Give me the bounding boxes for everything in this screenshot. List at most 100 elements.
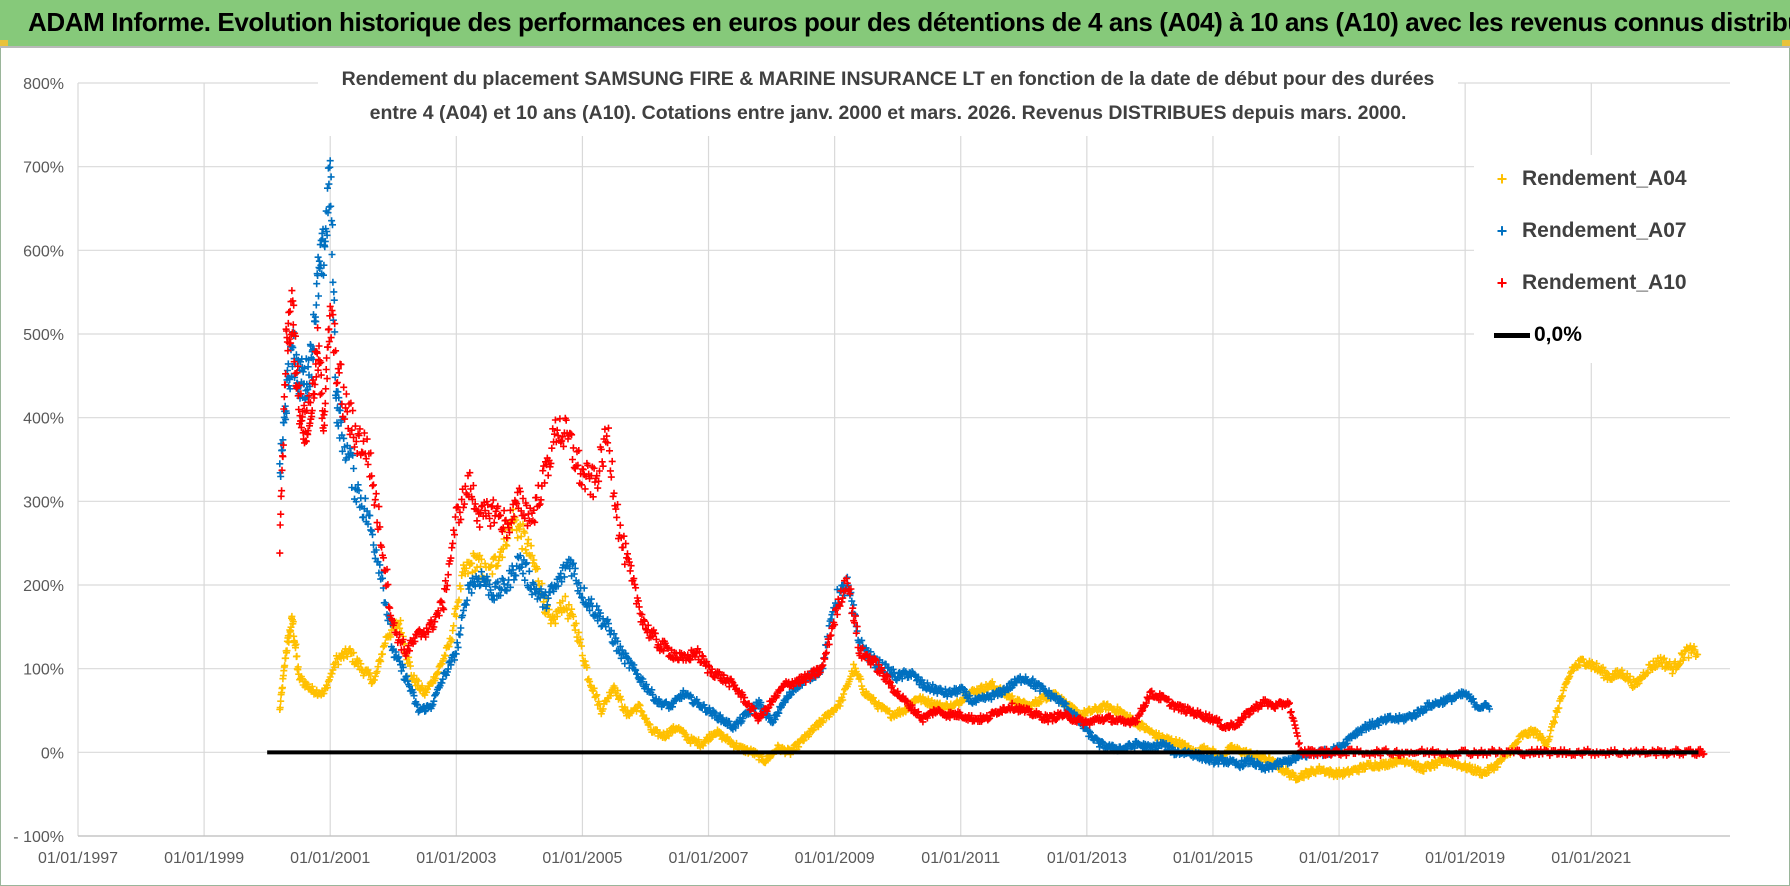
data-point [462,601,470,609]
data-point [620,532,628,540]
data-point [839,696,847,704]
data-point [1546,733,1554,741]
data-point [423,624,431,632]
data-point [660,647,667,655]
data-point [575,579,583,587]
data-point [597,445,605,453]
data-point [323,375,331,383]
data-point [660,729,667,737]
data-point [871,655,879,663]
data-point [1145,695,1153,703]
data-point [494,578,502,586]
data-point [449,627,457,634]
data-point [485,510,493,517]
data-point [437,597,445,605]
data-point [536,500,544,508]
data-point [537,496,545,504]
data-point [1142,699,1150,707]
data-point [445,643,453,651]
data-point [486,580,494,588]
data-point [621,560,629,568]
data-point [324,684,331,692]
data-point [355,487,363,495]
data-point [315,292,322,300]
data-point [515,484,523,492]
data-point [522,560,530,568]
data-point [604,439,612,447]
data-point [1551,713,1559,721]
data-point [627,562,635,570]
data-point [546,589,554,596]
data-point [632,666,640,674]
data-point [448,544,456,552]
data-point [282,654,290,662]
data-point [624,550,631,558]
data-point [406,662,414,670]
y-tick-label: 400% [23,411,64,428]
data-point [302,437,310,445]
data-point [541,608,549,616]
data-point [312,373,320,381]
data-point [300,402,308,409]
data-point [911,671,919,678]
x-tick-label: 01/01/2015 [1173,850,1253,867]
data-point [838,598,846,606]
data-point [320,261,328,269]
data-point [481,560,489,568]
data-point [506,528,513,536]
data-point [442,586,450,593]
data-point [484,501,492,509]
data-point [519,570,527,578]
data-point [418,682,426,690]
data-point [280,405,288,413]
data-point [1029,675,1037,683]
data-point [822,650,830,658]
data-point [543,601,551,609]
data-point [277,697,285,705]
data-point [840,690,848,698]
data-point [1694,651,1702,658]
data-point [847,585,855,593]
data-point [528,591,536,598]
data-point [562,416,570,424]
data-point [1566,672,1574,680]
data-point [498,528,506,535]
data-point [663,643,671,651]
data-point [454,643,462,651]
data-point [612,505,620,513]
data-point [669,703,676,711]
data-point [292,640,300,648]
data-point [502,541,510,549]
data-point [591,611,599,618]
data-point [305,392,313,400]
data-point [512,572,520,580]
data-point [457,624,465,632]
data-point [536,594,544,602]
data-point [583,663,591,671]
data-point [366,512,374,520]
data-point [487,522,494,530]
data-point [396,631,404,638]
data-point [452,612,460,620]
data-point [516,552,524,560]
data-point [1022,673,1030,681]
data-point [1305,770,1313,778]
data-point [1555,704,1563,712]
data-point [438,679,446,687]
data-point [1469,695,1477,703]
data-point [821,655,829,663]
data-point [378,543,386,551]
data-point [459,611,467,619]
data-point [1547,727,1555,734]
banner-title: ADAM Informe. Evolution historique des p… [28,7,1790,37]
data-point [544,471,552,479]
data-point [617,654,625,662]
data-point [1643,669,1651,677]
data-point [350,465,358,472]
data-point [471,567,479,575]
data-point [283,327,290,335]
data-point [439,675,447,683]
data-point [518,545,526,553]
data-point [546,463,554,471]
data-point [370,481,377,489]
